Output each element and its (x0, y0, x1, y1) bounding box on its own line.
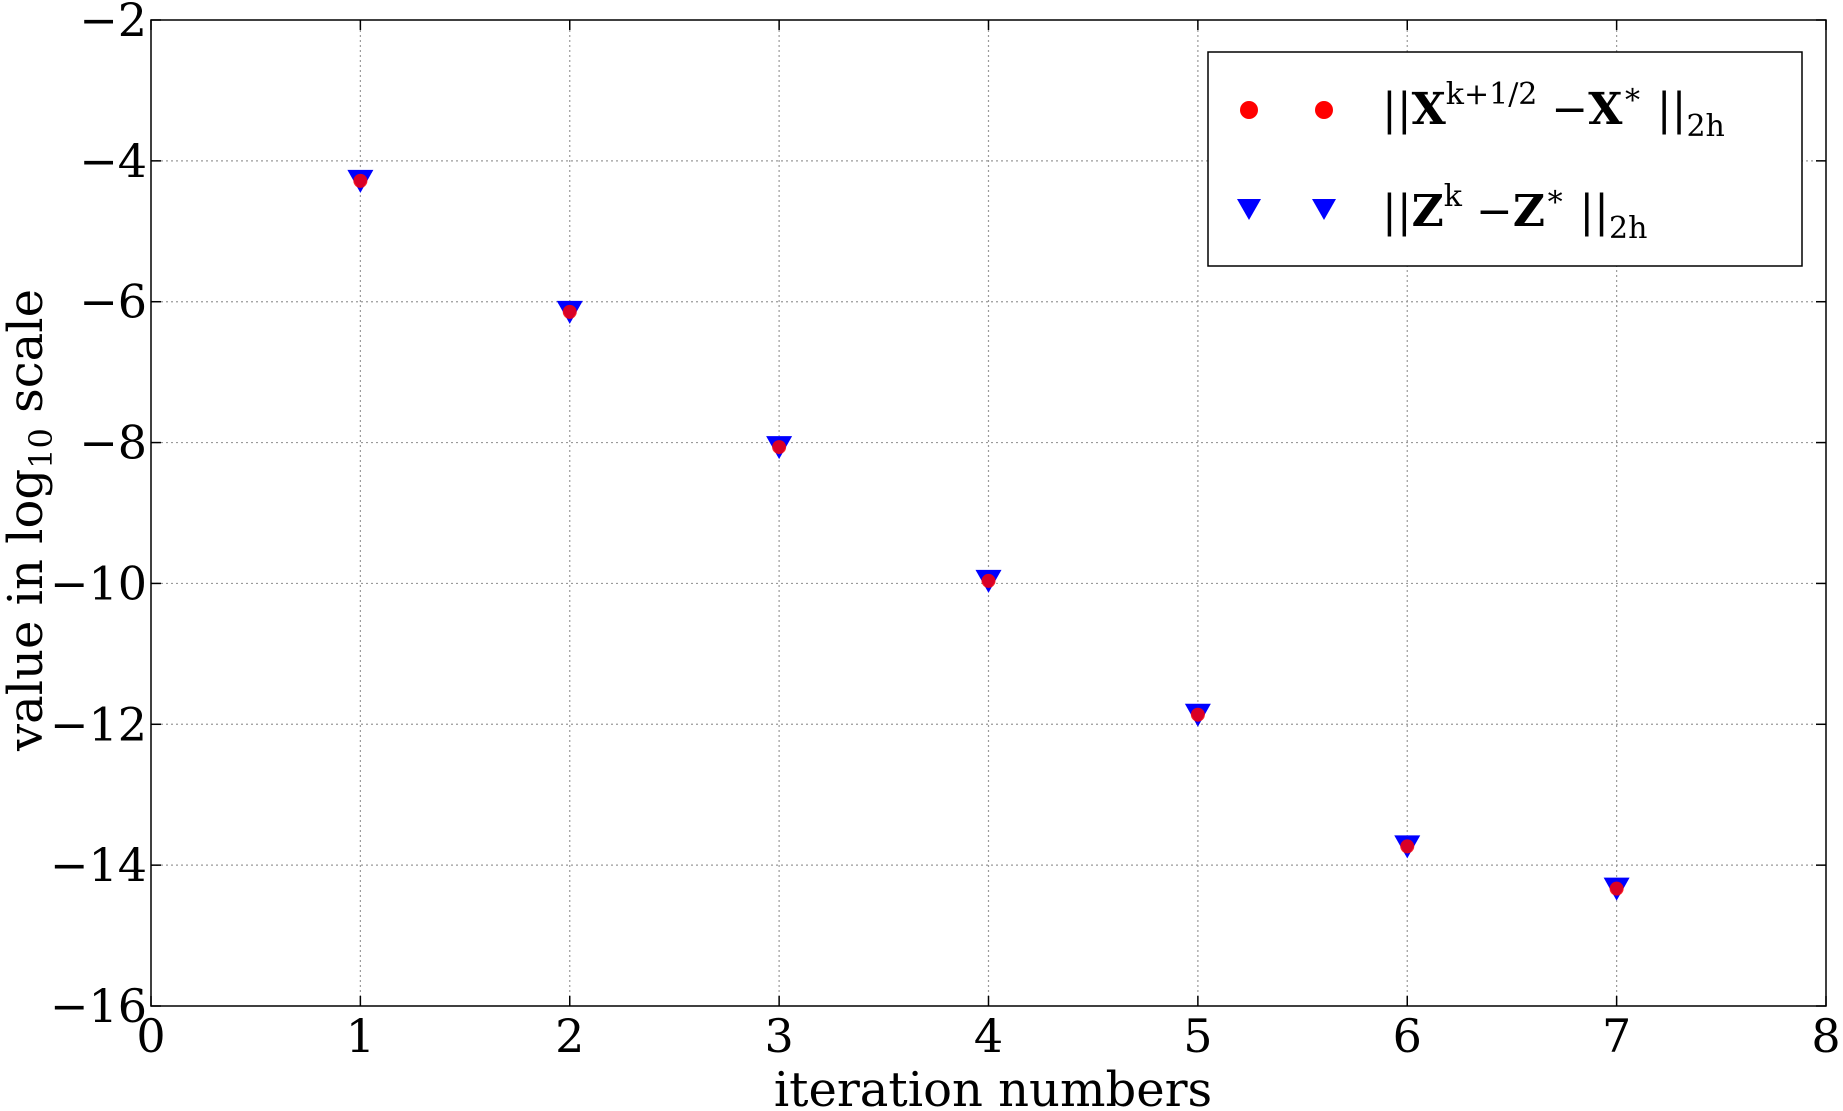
y-tick-label: −14 (50, 838, 147, 892)
x-tick-label: 4 (974, 1009, 1003, 1063)
data-point-x (353, 173, 368, 188)
data-point-x (562, 304, 577, 319)
x-tick-label: 2 (555, 1009, 584, 1063)
legend-marker-z (1312, 199, 1336, 220)
legend-marker-x (1240, 101, 1258, 119)
data-point-x (1400, 839, 1415, 854)
legend-label-x: ||Xk+1/2 −X∗ ||2h (1382, 77, 1725, 144)
x-tick-label: 3 (764, 1009, 793, 1063)
x-tick-label: 7 (1602, 1009, 1631, 1063)
data-points (347, 169, 1630, 901)
x-tick-label: 5 (1183, 1009, 1212, 1063)
y-axis-title: value in log10 scale (0, 289, 60, 752)
x-tick-label: 6 (1393, 1009, 1422, 1063)
y-tick-label: −16 (50, 979, 147, 1033)
data-point-x (772, 440, 787, 455)
y-tick-label: −2 (79, 0, 147, 47)
legend: ||Xk+1/2 −X∗ ||2h ||Zk −Z∗ ||2h (1207, 51, 1803, 267)
x-axis-title: iteration numbers (774, 1062, 1212, 1111)
axis-ticks: 0 1 2 3 4 5 6 7 8 −16 −14 −12 −10 −8 −6 −4 −2 (50, 0, 1841, 1063)
y-tick-label: −10 (50, 556, 147, 610)
legend-marker-z (1237, 199, 1261, 220)
data-point-x (1609, 881, 1624, 896)
legend-box (1207, 51, 1803, 267)
y-tick-label: −4 (79, 134, 147, 188)
legend-label-z: ||Zk −Z∗ ||2h (1382, 179, 1647, 246)
data-point-x (981, 573, 996, 588)
x-tick-label: 0 (136, 1009, 165, 1063)
y-tick-label: −12 (50, 697, 147, 751)
y-tick-label: −8 (79, 416, 147, 470)
data-point-x (1190, 707, 1205, 722)
x-tick-label: 1 (346, 1009, 375, 1063)
legend-marker-x (1315, 101, 1333, 119)
x-tick-label: 8 (1811, 1009, 1840, 1063)
y-tick-label: −6 (79, 275, 147, 329)
